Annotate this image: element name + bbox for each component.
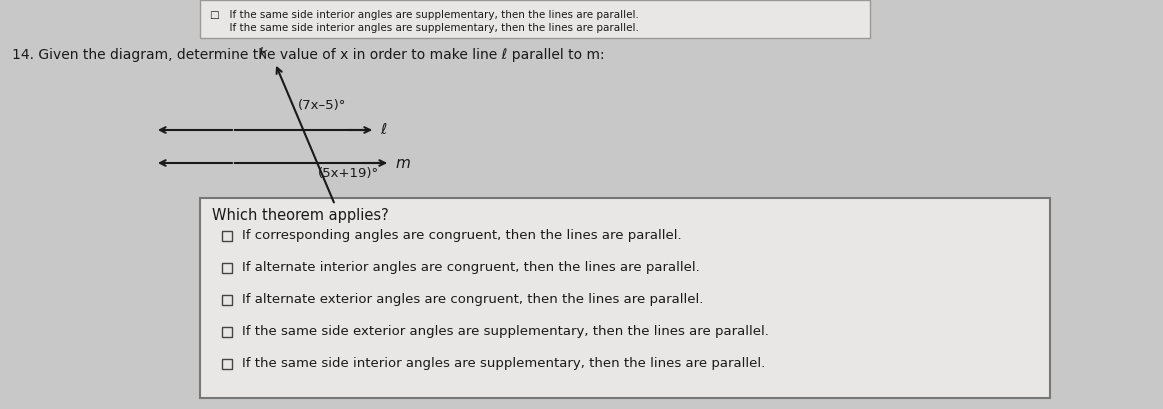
FancyBboxPatch shape — [200, 198, 1050, 398]
Text: If corresponding angles are congruent, then the lines are parallel.: If corresponding angles are congruent, t… — [242, 229, 682, 243]
Text: (5x+19)°: (5x+19)° — [317, 167, 379, 180]
Text: m: m — [395, 155, 409, 171]
FancyBboxPatch shape — [200, 0, 870, 38]
Text: Which theorem applies?: Which theorem applies? — [212, 208, 388, 223]
Text: If the same side interior angles are supplementary, then the lines are parallel.: If the same side interior angles are sup… — [242, 357, 765, 371]
Text: If alternate interior angles are congruent, then the lines are parallel.: If alternate interior angles are congrue… — [242, 261, 700, 274]
Text: ℓ: ℓ — [380, 123, 386, 137]
Text: If the same side exterior angles are supplementary, then the lines are parallel.: If the same side exterior angles are sup… — [242, 326, 769, 339]
Text: k: k — [259, 47, 267, 61]
Text: 14. Given the diagram, determine the value of x in order to make line ℓ parallel: 14. Given the diagram, determine the val… — [12, 48, 605, 62]
Text: If alternate exterior angles are congruent, then the lines are parallel.: If alternate exterior angles are congrue… — [242, 294, 704, 306]
Text: (7x–5)°: (7x–5)° — [298, 99, 347, 112]
Text: If the same side interior angles are supplementary, then the lines are parallel.: If the same side interior angles are sup… — [211, 23, 638, 33]
Text: □   If the same side interior angles are supplementary, then the lines are paral: □ If the same side interior angles are s… — [211, 10, 638, 20]
